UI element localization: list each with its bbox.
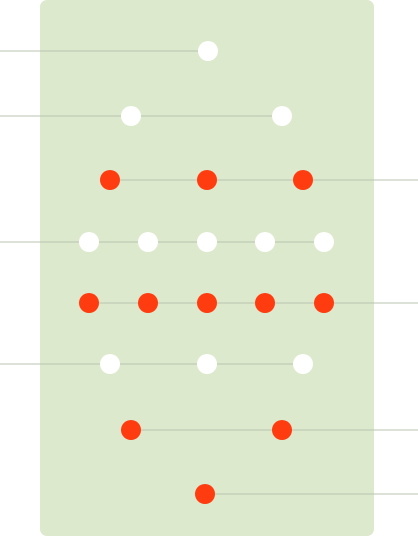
white-dot bbox=[79, 232, 99, 252]
dot-row bbox=[0, 41, 218, 61]
red-dot bbox=[195, 484, 215, 504]
dot-row bbox=[100, 170, 418, 190]
white-dot bbox=[121, 106, 141, 126]
white-dot bbox=[138, 232, 158, 252]
red-dot bbox=[197, 170, 217, 190]
red-dot bbox=[272, 420, 292, 440]
red-dot bbox=[100, 170, 120, 190]
white-dot bbox=[197, 232, 217, 252]
white-dot bbox=[100, 354, 120, 374]
red-dot bbox=[121, 420, 141, 440]
green-board bbox=[40, 0, 374, 536]
red-dot bbox=[79, 293, 99, 313]
dot-row bbox=[0, 232, 334, 252]
red-dot bbox=[293, 170, 313, 190]
dot-row bbox=[0, 354, 313, 374]
white-dot bbox=[314, 232, 334, 252]
red-dot bbox=[138, 293, 158, 313]
red-dot bbox=[197, 293, 217, 313]
white-dot bbox=[293, 354, 313, 374]
white-dot bbox=[197, 354, 217, 374]
dot-row bbox=[195, 484, 418, 504]
white-dot bbox=[255, 232, 275, 252]
white-dot bbox=[272, 106, 292, 126]
red-dot bbox=[255, 293, 275, 313]
red-dot bbox=[314, 293, 334, 313]
dot-row bbox=[0, 106, 292, 126]
dot-row bbox=[121, 420, 418, 440]
dot-row bbox=[79, 293, 418, 313]
white-dot bbox=[198, 41, 218, 61]
